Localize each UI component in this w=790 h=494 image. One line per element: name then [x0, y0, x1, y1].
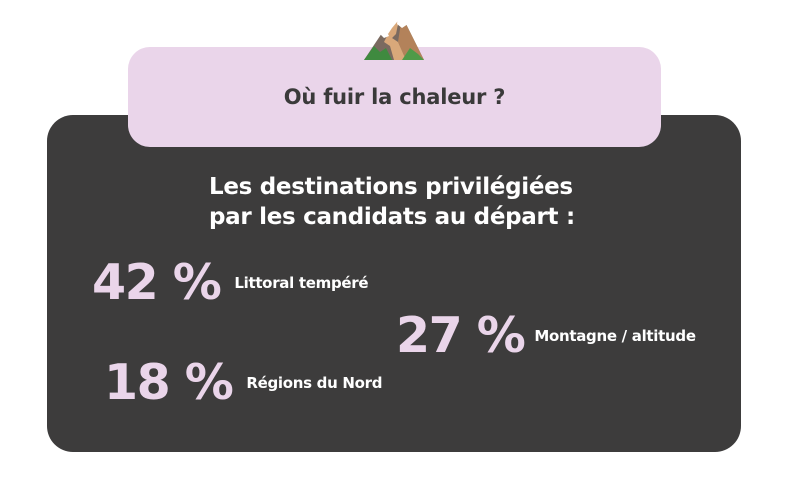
stat-value: 27 % — [396, 307, 526, 364]
stat-label: Régions du Nord — [246, 373, 383, 392]
subtitle: Les destinations privilégiées par les ca… — [209, 172, 629, 232]
page-title: Où fuir la chaleur ? — [283, 85, 506, 109]
title-banner: Où fuir la chaleur ? — [128, 47, 661, 147]
stat-label: Littoral tempéré — [234, 273, 369, 292]
stat-label: Montagne / altitude — [534, 326, 696, 345]
stat-littoral: 42 % Littoral tempéré — [92, 254, 369, 311]
stat-nord: 18 % Régions du Nord — [104, 354, 383, 411]
stat-value: 18 % — [104, 354, 234, 411]
mountain-icon — [364, 16, 424, 60]
subtitle-line-1: Les destinations privilégiées — [209, 174, 573, 200]
stats-card — [47, 115, 741, 452]
stat-value: 42 % — [92, 254, 222, 311]
subtitle-line-2: par les candidats au départ : — [209, 204, 575, 230]
stat-montagne: 27 % Montagne / altitude — [396, 307, 696, 364]
